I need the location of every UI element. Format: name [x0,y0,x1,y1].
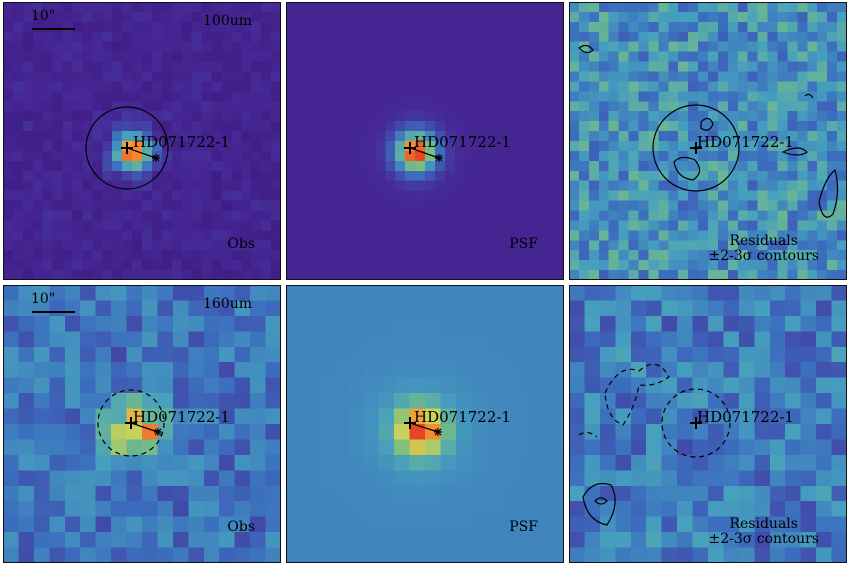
offset-line [126,147,157,159]
aperture-circle-dashed [97,389,165,457]
residual-contour [781,147,808,156]
star-name-label: HD071722-1 [697,133,794,151]
panel-160um-obs: 10" 160um HD071722-1 Obs [3,285,281,563]
image-100um-psf [286,2,564,280]
offset-line [130,422,159,433]
panel-100um-obs: 10" 100um HD071722-1 Obs [3,2,281,280]
image-160um-psf [286,285,564,563]
overlay-160um-residuals [578,363,731,526]
residual-contour [673,156,701,181]
residuals-title: Residuals [729,233,798,249]
star-name-label: HD071722-1 [697,408,794,426]
star-name-label: HD071722-1 [133,133,230,151]
overlay-100um-residuals [578,44,839,218]
panel-frame [569,285,847,563]
source-asterisk [435,154,443,162]
image-160um-residuals [569,285,847,563]
star-name-label: HD071722-1 [133,408,230,426]
source-asterisk [152,154,160,162]
panel-label: PSF [509,519,538,535]
panel-label: PSF [509,236,538,252]
residuals-title: Residuals [729,516,798,532]
star-name-label: HD071722-1 [414,408,511,426]
residual-contour [594,497,608,505]
scale-label: 10" [31,8,56,24]
panel-label: Obs [227,236,255,252]
panel-160um-psf: HD071722-1 PSF [286,285,564,563]
offset-line [409,422,439,433]
offset-line [409,147,440,159]
panel-label: Obs [227,519,255,535]
band-label: 100um [203,13,253,29]
aperture-circle-dashed [661,388,731,458]
image-100um-residuals [569,2,847,280]
panel-frame [286,2,564,280]
star-position-cross [125,417,137,429]
panel-frame [286,285,564,563]
source-asterisk [154,428,162,436]
negative-residual-contour [578,431,598,438]
residual-contour [578,44,594,54]
contours-caption: ±2-3σ contours [708,248,819,264]
star-name-label: HD071722-1 [414,133,511,151]
star-position-cross [690,417,702,429]
source-asterisk [434,428,442,436]
aperture-circle [85,106,169,190]
panel-frame [3,285,281,563]
residuals-label: Residuals ±2-3σ contours [708,234,819,264]
star-position-cross [690,142,702,154]
image-160um-obs [3,285,281,563]
scale-label: 10" [31,291,56,307]
contours-caption: ±2-3σ contours [708,531,819,547]
panel-100um-psf: HD071722-1 PSF [286,2,564,280]
band-label: 160um [203,296,253,312]
overlay-160um-obs [32,311,165,457]
panel-frame [3,2,281,280]
overlay-160um-psf [404,417,442,436]
residual-contour [700,117,714,131]
overlay-100um-psf [404,142,443,162]
panel-160um-residuals: HD071722-1 Residuals ±2-3σ contours [569,285,847,563]
panel-frame [569,2,847,280]
residual-contour [818,168,839,218]
aperture-circle [652,104,740,192]
overlay-100um-obs [32,28,169,190]
residuals-label: Residuals ±2-3σ contours [708,517,819,547]
residual-contour [804,93,814,99]
residual-contour [582,482,616,526]
panel-100um-residuals: HD071722-1 Residuals ±2-3σ contours [569,2,847,280]
image-100um-obs [3,2,281,280]
